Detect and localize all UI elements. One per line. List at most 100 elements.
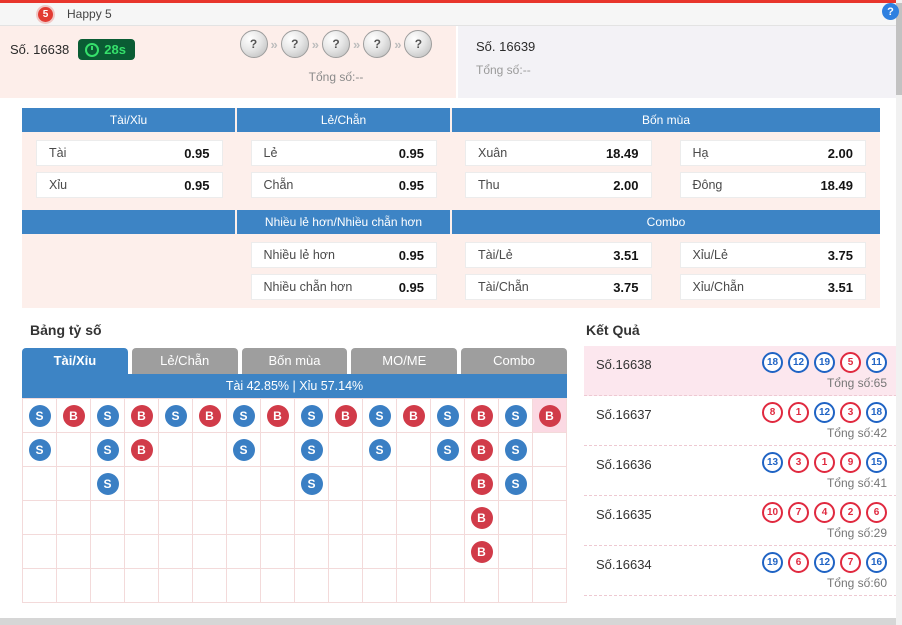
road-cell xyxy=(23,535,57,569)
bet-option[interactable]: Xỉu/Chẵn 3.51 xyxy=(679,274,866,300)
result-total: Tổng số:41 xyxy=(826,476,887,490)
result-ball: 19 xyxy=(814,352,835,373)
scrollbar[interactable] xyxy=(896,0,902,625)
result-draw-number: Số.16635 xyxy=(596,507,652,522)
road-cell: S xyxy=(499,467,533,501)
road-cell xyxy=(329,467,363,501)
road-mark: B xyxy=(130,438,153,461)
bet-option-label: Nhiều lẻ hơn xyxy=(263,248,335,262)
bet-option[interactable]: Chẵn 0.95 xyxy=(250,172,437,198)
bet-option[interactable]: Nhiều chẵn hơn 0.95 xyxy=(250,274,437,300)
road-mark: B xyxy=(470,540,493,563)
bet-group-header: Lẻ/Chẵn xyxy=(237,108,450,132)
bet-option-odds: 3.51 xyxy=(827,279,853,295)
bet-option[interactable]: Tài/Lẻ 3.51 xyxy=(465,242,652,268)
road-cell xyxy=(193,467,227,501)
road-cell: B xyxy=(329,399,363,433)
result-ball: 1 xyxy=(814,452,835,473)
tab-taixiu[interactable]: Tài/Xỉu xyxy=(22,348,128,374)
result-ball: 8 xyxy=(762,402,783,423)
question-ball: ? xyxy=(322,30,350,58)
bet-option[interactable]: Hạ 2.00 xyxy=(679,140,866,166)
top-accent-bar xyxy=(0,0,896,3)
road-cell xyxy=(397,467,431,501)
result-row: Số.16634 19 6 12 7 16 Tổng số:60 xyxy=(584,546,896,596)
scrollbar-thumb[interactable] xyxy=(896,3,902,95)
road-cell xyxy=(499,569,533,603)
bet-option[interactable]: Xuân 18.49 xyxy=(465,140,652,166)
bet-option[interactable]: Đông 18.49 xyxy=(679,172,866,198)
road-cell xyxy=(159,501,193,535)
result-ball: 18 xyxy=(866,402,887,423)
road-cell xyxy=(227,467,261,501)
bet-option[interactable]: Tài 0.95 xyxy=(36,140,223,166)
bet-option-label: Xỉu/Chẵn xyxy=(692,280,744,294)
bet-option-label: Nhiều chẵn hơn xyxy=(263,280,353,294)
result-row: Số.16638 18 12 19 5 11 Tổng số:65 xyxy=(584,346,896,396)
road-cell xyxy=(57,501,91,535)
road-cell: B xyxy=(57,399,91,433)
chevrons-separator-icon: » xyxy=(394,36,402,52)
road-cell: B xyxy=(465,501,499,535)
bet-option[interactable]: Xỉu/Lẻ 3.75 xyxy=(679,242,866,268)
bet-option-odds: 3.51 xyxy=(613,247,639,263)
betting-tables: Tài/Xỉu Lẻ/Chẵn Bốn mùa Tài 0.95 Lẻ 0.95 Xuân 18… xyxy=(22,108,880,308)
tab-lechan[interactable]: Lẻ/Chẵn xyxy=(131,348,238,374)
road-cell xyxy=(23,501,57,535)
tab-bonmua[interactable]: Bốn mùa xyxy=(241,348,348,374)
tab-mome[interactable]: MO/ME xyxy=(351,348,458,374)
road-cell: B xyxy=(465,467,499,501)
result-draw-number: Số.16636 xyxy=(596,457,652,472)
road-cell: S xyxy=(227,433,261,467)
result-ball: 12 xyxy=(814,552,835,573)
road-cell xyxy=(125,569,159,603)
result-ball: 1 xyxy=(788,402,809,423)
road-cell xyxy=(91,569,125,603)
bet-option-label: Xỉu xyxy=(49,178,68,192)
result-ball: 11 xyxy=(866,352,887,373)
bet-option-odds: 18.49 xyxy=(820,177,853,193)
result-ball: 16 xyxy=(866,552,887,573)
road-mark: S xyxy=(368,438,391,461)
road-row: B xyxy=(23,501,567,535)
road-cell: S xyxy=(431,433,465,467)
road-cell xyxy=(261,433,295,467)
road-cell: B xyxy=(125,399,159,433)
road-cell xyxy=(159,535,193,569)
result-right: 19 6 12 7 16 Tổng số:60 xyxy=(762,552,887,590)
question-ball: ? xyxy=(363,30,392,58)
road-row xyxy=(23,569,567,603)
tab-combo[interactable]: Combo xyxy=(461,348,567,374)
chevrons-separator-icon: » xyxy=(353,36,361,52)
bet-rows: Tài 0.95 Lẻ 0.95 Xuân 18.49 Hạ 2.00 Xỉu 0.95 Chẵn 0… xyxy=(22,132,880,206)
result-total: Tổng số:65 xyxy=(826,376,887,390)
result-total: Tổng số:60 xyxy=(826,576,887,590)
result-ball: 9 xyxy=(840,452,861,473)
road-cell xyxy=(57,535,91,569)
road-cell xyxy=(499,501,533,535)
bet-option[interactable]: Thu 2.00 xyxy=(465,172,652,198)
road-cell xyxy=(125,501,159,535)
next-draw-panel: Số. 16639 Tổng số:-- xyxy=(458,26,896,98)
result-balls: 8 1 12 3 18 xyxy=(762,402,887,423)
road-mark: S xyxy=(504,472,527,495)
help-icon[interactable]: ? xyxy=(882,3,899,20)
road-cell: B xyxy=(193,399,227,433)
road-mark: B xyxy=(62,404,85,427)
road-mark: S xyxy=(164,404,187,427)
bet-header-row: Nhiều lẻ hơn/Nhiều chẵn hơn Combo xyxy=(22,210,880,234)
road-cell: B xyxy=(465,433,499,467)
road-mark: B xyxy=(334,404,357,427)
bet-option[interactable]: Lẻ 0.95 xyxy=(250,140,437,166)
road-cell: S xyxy=(295,467,329,501)
road-cell: S xyxy=(91,467,125,501)
road-mark: S xyxy=(368,404,391,427)
bet-option[interactable]: Tài/Chẵn 3.75 xyxy=(465,274,652,300)
bet-option[interactable]: Xỉu 0.95 xyxy=(36,172,223,198)
countdown-value: 28s xyxy=(104,42,126,57)
bet-option[interactable]: Nhiều lẻ hơn 0.95 xyxy=(250,242,437,268)
road-cell: S xyxy=(23,433,57,467)
